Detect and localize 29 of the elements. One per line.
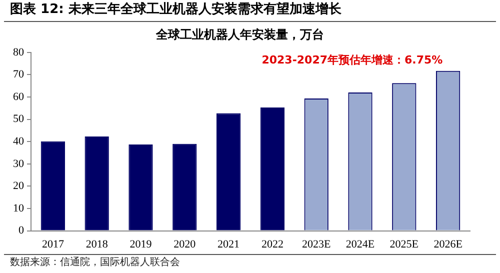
bar xyxy=(260,107,285,230)
x-tick-label: 2026E xyxy=(434,238,463,250)
x-tick-label: 2023E xyxy=(302,238,331,250)
bar xyxy=(40,141,66,230)
x-tick-label: 2025E xyxy=(390,238,419,250)
chart-title: 图表 12: 未来三年全球工业机器人安装需求有望加速增长 xyxy=(4,0,496,22)
x-tick-label: 2018 xyxy=(86,238,108,250)
y-tick-label: 70 xyxy=(13,68,24,81)
bar xyxy=(216,113,241,230)
x-tick-label: 2022 xyxy=(261,238,284,250)
chart-subtitle: 全球工业机器人年安装量，万台 xyxy=(155,27,324,42)
y-tick-label: 0 xyxy=(18,224,24,237)
y-tick-label: 30 xyxy=(13,158,24,170)
bar xyxy=(128,144,153,230)
x-tick-label: 2021 xyxy=(218,238,240,250)
y-tick-label: 60 xyxy=(13,90,24,103)
bar xyxy=(84,136,109,230)
y-tick-label: 80 xyxy=(13,46,24,58)
annotation: 2023-2027年预估年增速：6.75% xyxy=(262,53,443,66)
x-tick-label: 2017 xyxy=(42,238,64,250)
y-tick-label: 40 xyxy=(13,135,24,148)
source-note: 数据来源：信通院，国际机器人联合会 xyxy=(10,257,180,268)
x-tick-label: 2019 xyxy=(130,238,152,250)
x-tick-label: 2020 xyxy=(174,238,196,250)
y-tick-label: 20 xyxy=(13,180,24,192)
x-tick-label: 2024E xyxy=(346,238,375,250)
y-tick-label: 50 xyxy=(13,113,24,126)
bar xyxy=(172,144,197,230)
y-tick-label: 10 xyxy=(13,202,24,214)
